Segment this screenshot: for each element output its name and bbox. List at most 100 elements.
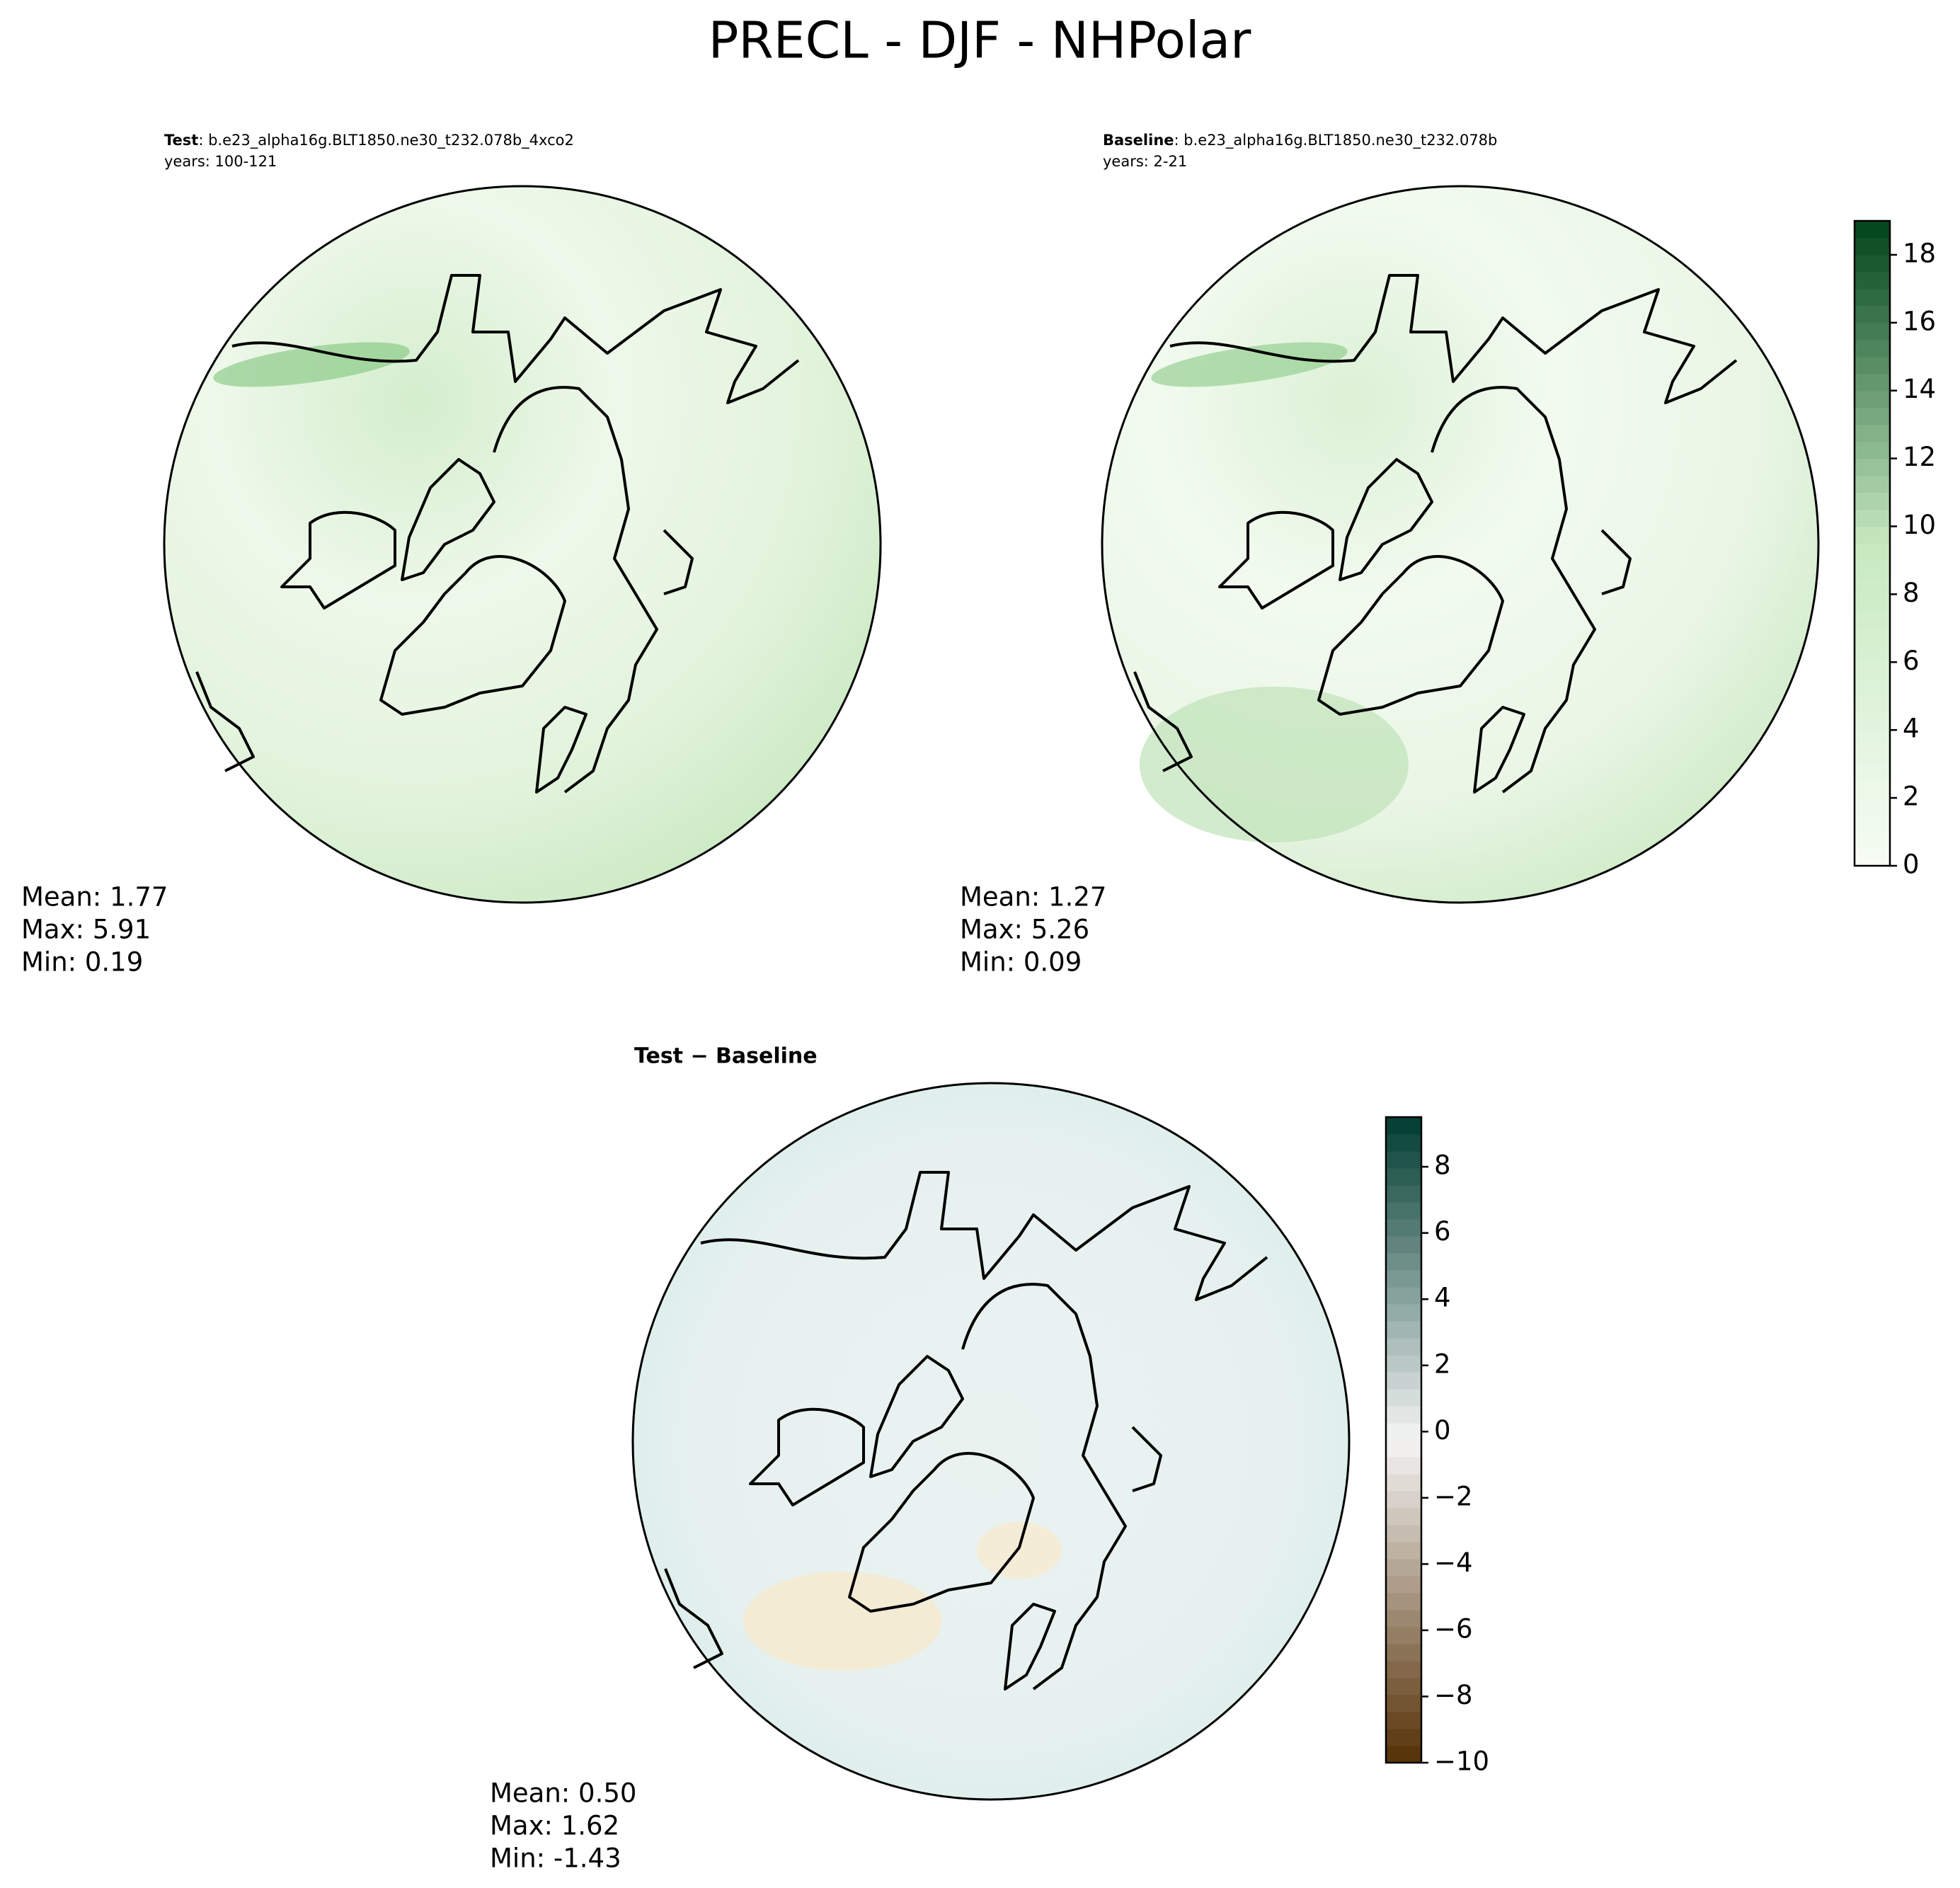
colorbar-tick-label: 0 (1434, 1415, 1451, 1446)
colorbar-tick-label: −8 (1434, 1680, 1473, 1710)
precip-band (213, 342, 410, 387)
colorbar-tick-label: 10 (1903, 510, 1936, 540)
colorbar-band (1386, 1287, 1421, 1305)
colorbar-band (1386, 1627, 1421, 1644)
colorbar-band (1855, 237, 1890, 256)
figure-title: PRECL - DJF - NHPolar (709, 11, 1252, 70)
colorbar-band (1386, 1134, 1421, 1152)
colorbar-band (1855, 407, 1890, 425)
colorbar-band (1386, 1117, 1421, 1135)
stat: Mean: 1.77 (21, 882, 168, 912)
colorbar-band (1386, 1440, 1421, 1458)
colorbar-band (1855, 322, 1890, 341)
colorbar-band (1855, 747, 1890, 765)
colorbar-band (1386, 1253, 1421, 1271)
colorbar: −10 −8 −6 −4 −2 0 2 4 6 8 (1385, 1116, 1489, 1777)
colorbar-band (1386, 1491, 1421, 1509)
colorbar-band (1386, 1168, 1421, 1186)
colorbar-band (1386, 1661, 1421, 1678)
colorbar-band (1386, 1525, 1421, 1543)
colorbar-band (1386, 1202, 1421, 1220)
colorbar-band (1386, 1610, 1421, 1627)
colorbar-band (1855, 492, 1890, 510)
map-panel: Baseline: b.e23_alpha16g.BLT1850.ne30_t2… (960, 132, 1820, 978)
map-panel: Test: b.e23_alpha16g.BLT1850.ne30_t232.0… (21, 132, 882, 978)
colorbar-band (1855, 424, 1890, 442)
colorbar-band (1855, 781, 1890, 799)
colorbar-band (1855, 356, 1890, 374)
colorbar-band (1855, 373, 1890, 391)
years: years: 2-21 (1103, 153, 1187, 170)
colorbar-band (1855, 560, 1890, 578)
map-field (164, 186, 881, 903)
colorbar-band (1386, 1508, 1421, 1526)
colorbar-band (1855, 221, 1890, 239)
map-border (163, 185, 882, 904)
colorbar-tick-label: 8 (1903, 578, 1920, 608)
colorbar-band (1855, 254, 1890, 273)
colorbar-band (1855, 441, 1890, 459)
colorbar-band (1386, 1559, 1421, 1577)
colorbar-tick-label: 6 (1434, 1216, 1451, 1247)
panel-label: Test (164, 132, 198, 149)
colorbar-band (1855, 764, 1890, 782)
colorbar-band (1386, 1644, 1421, 1661)
anomaly-patch (977, 1522, 1062, 1579)
map-border (1101, 185, 1820, 904)
colorbar-band (1855, 662, 1890, 680)
panel-label: Baseline (1103, 132, 1174, 149)
colorbar-band (1855, 713, 1890, 731)
colorbar-band (1386, 1406, 1421, 1424)
colorbar-band (1855, 815, 1890, 833)
colorbar-band (1386, 1151, 1421, 1169)
colorbar-band (1386, 1372, 1421, 1390)
colorbar-band (1386, 1678, 1421, 1695)
stat: Mean: 1.27 (960, 882, 1106, 912)
colorbar-band (1386, 1270, 1421, 1288)
stat: Min: 0.19 (21, 947, 143, 978)
colorbar-tick-label: 2 (1434, 1349, 1451, 1379)
stat: Max: 5.91 (21, 915, 151, 945)
colorbar: 0 2 4 6 8 10 12 14 16 18 (1853, 219, 1936, 880)
colorbar-band (1386, 1219, 1421, 1237)
colorbar-band (1855, 628, 1890, 646)
colorbar-tick-label: 4 (1434, 1283, 1451, 1313)
colorbar-band (1386, 1593, 1421, 1610)
map-panel: Test − Baseline Mean: 0.50 Max: 1.62 Min… (490, 1044, 1351, 1874)
colorbar-tick-label: 0 (1903, 849, 1920, 880)
colorbar-tick-label: 4 (1903, 714, 1920, 744)
colorbar-tick-label: 14 (1903, 374, 1936, 404)
stat: Max: 5.26 (960, 915, 1089, 945)
colorbar-tick-label: −6 (1434, 1613, 1473, 1644)
colorbar-band (1386, 1474, 1421, 1492)
colorbar-band (1855, 271, 1890, 290)
colorbar-tick-label: 8 (1434, 1150, 1451, 1181)
colorbar-band (1855, 849, 1890, 866)
colorbar-band (1855, 832, 1890, 849)
colorbar-band (1386, 1423, 1421, 1441)
stat: Min: -1.43 (490, 1843, 621, 1874)
stat: Max: 1.62 (490, 1811, 619, 1841)
colorbar-band (1855, 645, 1890, 663)
colorbar-band (1855, 305, 1890, 324)
colorbar-band (1855, 679, 1890, 697)
colorbar-band (1386, 1355, 1421, 1373)
colorbar-band (1855, 798, 1890, 816)
map-border (631, 1082, 1351, 1801)
case-name: : b.e23_alpha16g.BLT1850.ne30_t232.078b (1174, 132, 1498, 149)
colorbar-frame (1385, 1116, 1423, 1764)
colorbar-band (1386, 1695, 1421, 1712)
colorbar-band (1386, 1389, 1421, 1407)
stat: Mean: 0.50 (490, 1778, 636, 1809)
case-name: : b.e23_alpha16g.BLT1850.ne30_t232.078b_… (198, 132, 574, 149)
precip-band (1151, 342, 1348, 387)
colorbar-band (1386, 1576, 1421, 1594)
colorbar-band (1386, 1712, 1421, 1729)
colorbar-tick-label: 2 (1903, 782, 1920, 812)
colorbar-band (1386, 1236, 1421, 1254)
years: years: 100-121 (164, 153, 277, 170)
colorbar-band (1855, 475, 1890, 493)
precip-band (1140, 687, 1409, 842)
colorbar-band (1855, 339, 1890, 357)
colorbar-band (1855, 730, 1890, 748)
